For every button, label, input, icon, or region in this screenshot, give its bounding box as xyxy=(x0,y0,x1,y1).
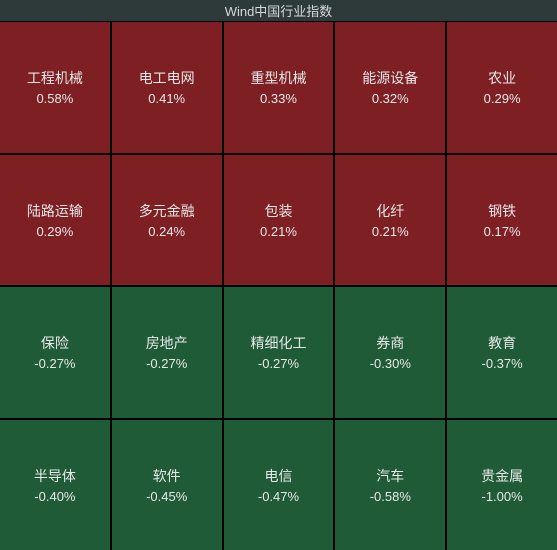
cell-name: 汽车 xyxy=(376,466,404,486)
heatmap-cell[interactable]: 能源设备 0.32% xyxy=(335,22,445,153)
heatmap-cell[interactable]: 半导体 -0.40% xyxy=(0,420,110,550)
heatmap-cell[interactable]: 包装 0.21% xyxy=(224,155,334,286)
heatmap-cell[interactable]: 精细化工 -0.27% xyxy=(224,287,334,418)
cell-name: 电工电网 xyxy=(139,68,195,88)
heatmap-cell[interactable]: 贵金属 -1.00% xyxy=(447,420,557,550)
heatmap-cell[interactable]: 软件 -0.45% xyxy=(112,420,222,550)
cell-value: -1.00% xyxy=(481,489,522,504)
cell-name: 能源设备 xyxy=(362,68,418,88)
heatmap-cell[interactable]: 电工电网 0.41% xyxy=(112,22,222,153)
cell-name: 工程机械 xyxy=(27,68,83,88)
heatmap-cell[interactable]: 券商 -0.30% xyxy=(335,287,445,418)
cell-value: -0.27% xyxy=(34,356,75,371)
cell-name: 包装 xyxy=(264,201,292,221)
title-bar: Wind中国行业指数 xyxy=(0,0,557,22)
heatmap-cell[interactable]: 化纤 0.21% xyxy=(335,155,445,286)
cell-name: 重型机械 xyxy=(250,68,306,88)
cell-value: 0.41% xyxy=(148,91,185,106)
heatmap-cell[interactable]: 陆路运输 0.29% xyxy=(0,155,110,286)
cell-value: 0.33% xyxy=(260,91,297,106)
cell-name: 化纤 xyxy=(376,201,404,221)
cell-value: 0.21% xyxy=(260,224,297,239)
cell-value: -0.47% xyxy=(258,489,299,504)
cell-name: 精细化工 xyxy=(250,333,306,353)
cell-value: -0.58% xyxy=(370,489,411,504)
cell-value: -0.37% xyxy=(481,356,522,371)
heatmap-cell[interactable]: 农业 0.29% xyxy=(447,22,557,153)
heatmap-cell[interactable]: 保险 -0.27% xyxy=(0,287,110,418)
heatmap-cell[interactable]: 工程机械 0.58% xyxy=(0,22,110,153)
cell-value: -0.30% xyxy=(370,356,411,371)
cell-name: 保险 xyxy=(41,333,69,353)
heatmap-cell[interactable]: 汽车 -0.58% xyxy=(335,420,445,550)
cell-name: 钢铁 xyxy=(488,201,516,221)
cell-name: 半导体 xyxy=(34,466,76,486)
cell-name: 农业 xyxy=(488,68,516,88)
title-text: Wind中国行业指数 xyxy=(225,1,333,20)
cell-name: 房地产 xyxy=(146,333,188,353)
cell-name: 多元金融 xyxy=(139,201,195,221)
cell-name: 陆路运输 xyxy=(27,201,83,221)
cell-value: -0.27% xyxy=(146,356,187,371)
cell-value: -0.45% xyxy=(146,489,187,504)
cell-value: 0.29% xyxy=(36,224,73,239)
heatmap-cell[interactable]: 教育 -0.37% xyxy=(447,287,557,418)
cell-value: 0.32% xyxy=(372,91,409,106)
heatmap-cell[interactable]: 重型机械 0.33% xyxy=(224,22,334,153)
cell-value: 0.58% xyxy=(36,91,73,106)
cell-value: 0.21% xyxy=(372,224,409,239)
cell-value: 0.17% xyxy=(484,224,521,239)
heatmap-cell[interactable]: 房地产 -0.27% xyxy=(112,287,222,418)
cell-value: 0.24% xyxy=(148,224,185,239)
heatmap-cell[interactable]: 钢铁 0.17% xyxy=(447,155,557,286)
cell-name: 教育 xyxy=(488,333,516,353)
cell-value: -0.40% xyxy=(34,489,75,504)
heatmap-container: Wind中国行业指数 工程机械 0.58% 电工电网 0.41% 重型机械 0.33% 能源… xyxy=(0,0,557,550)
cell-value: -0.27% xyxy=(258,356,299,371)
heatmap-cell[interactable]: 多元金融 0.24% xyxy=(112,155,222,286)
cell-value: 0.29% xyxy=(484,91,521,106)
cell-name: 贵金属 xyxy=(481,466,523,486)
cell-name: 软件 xyxy=(153,466,181,486)
heatmap-cell[interactable]: 电信 -0.47% xyxy=(224,420,334,550)
cell-name: 电信 xyxy=(264,466,292,486)
cell-name: 券商 xyxy=(376,333,404,353)
heatmap-grid: 工程机械 0.58% 电工电网 0.41% 重型机械 0.33% 能源设备 0.32% 农业 0.… xyxy=(0,22,557,550)
